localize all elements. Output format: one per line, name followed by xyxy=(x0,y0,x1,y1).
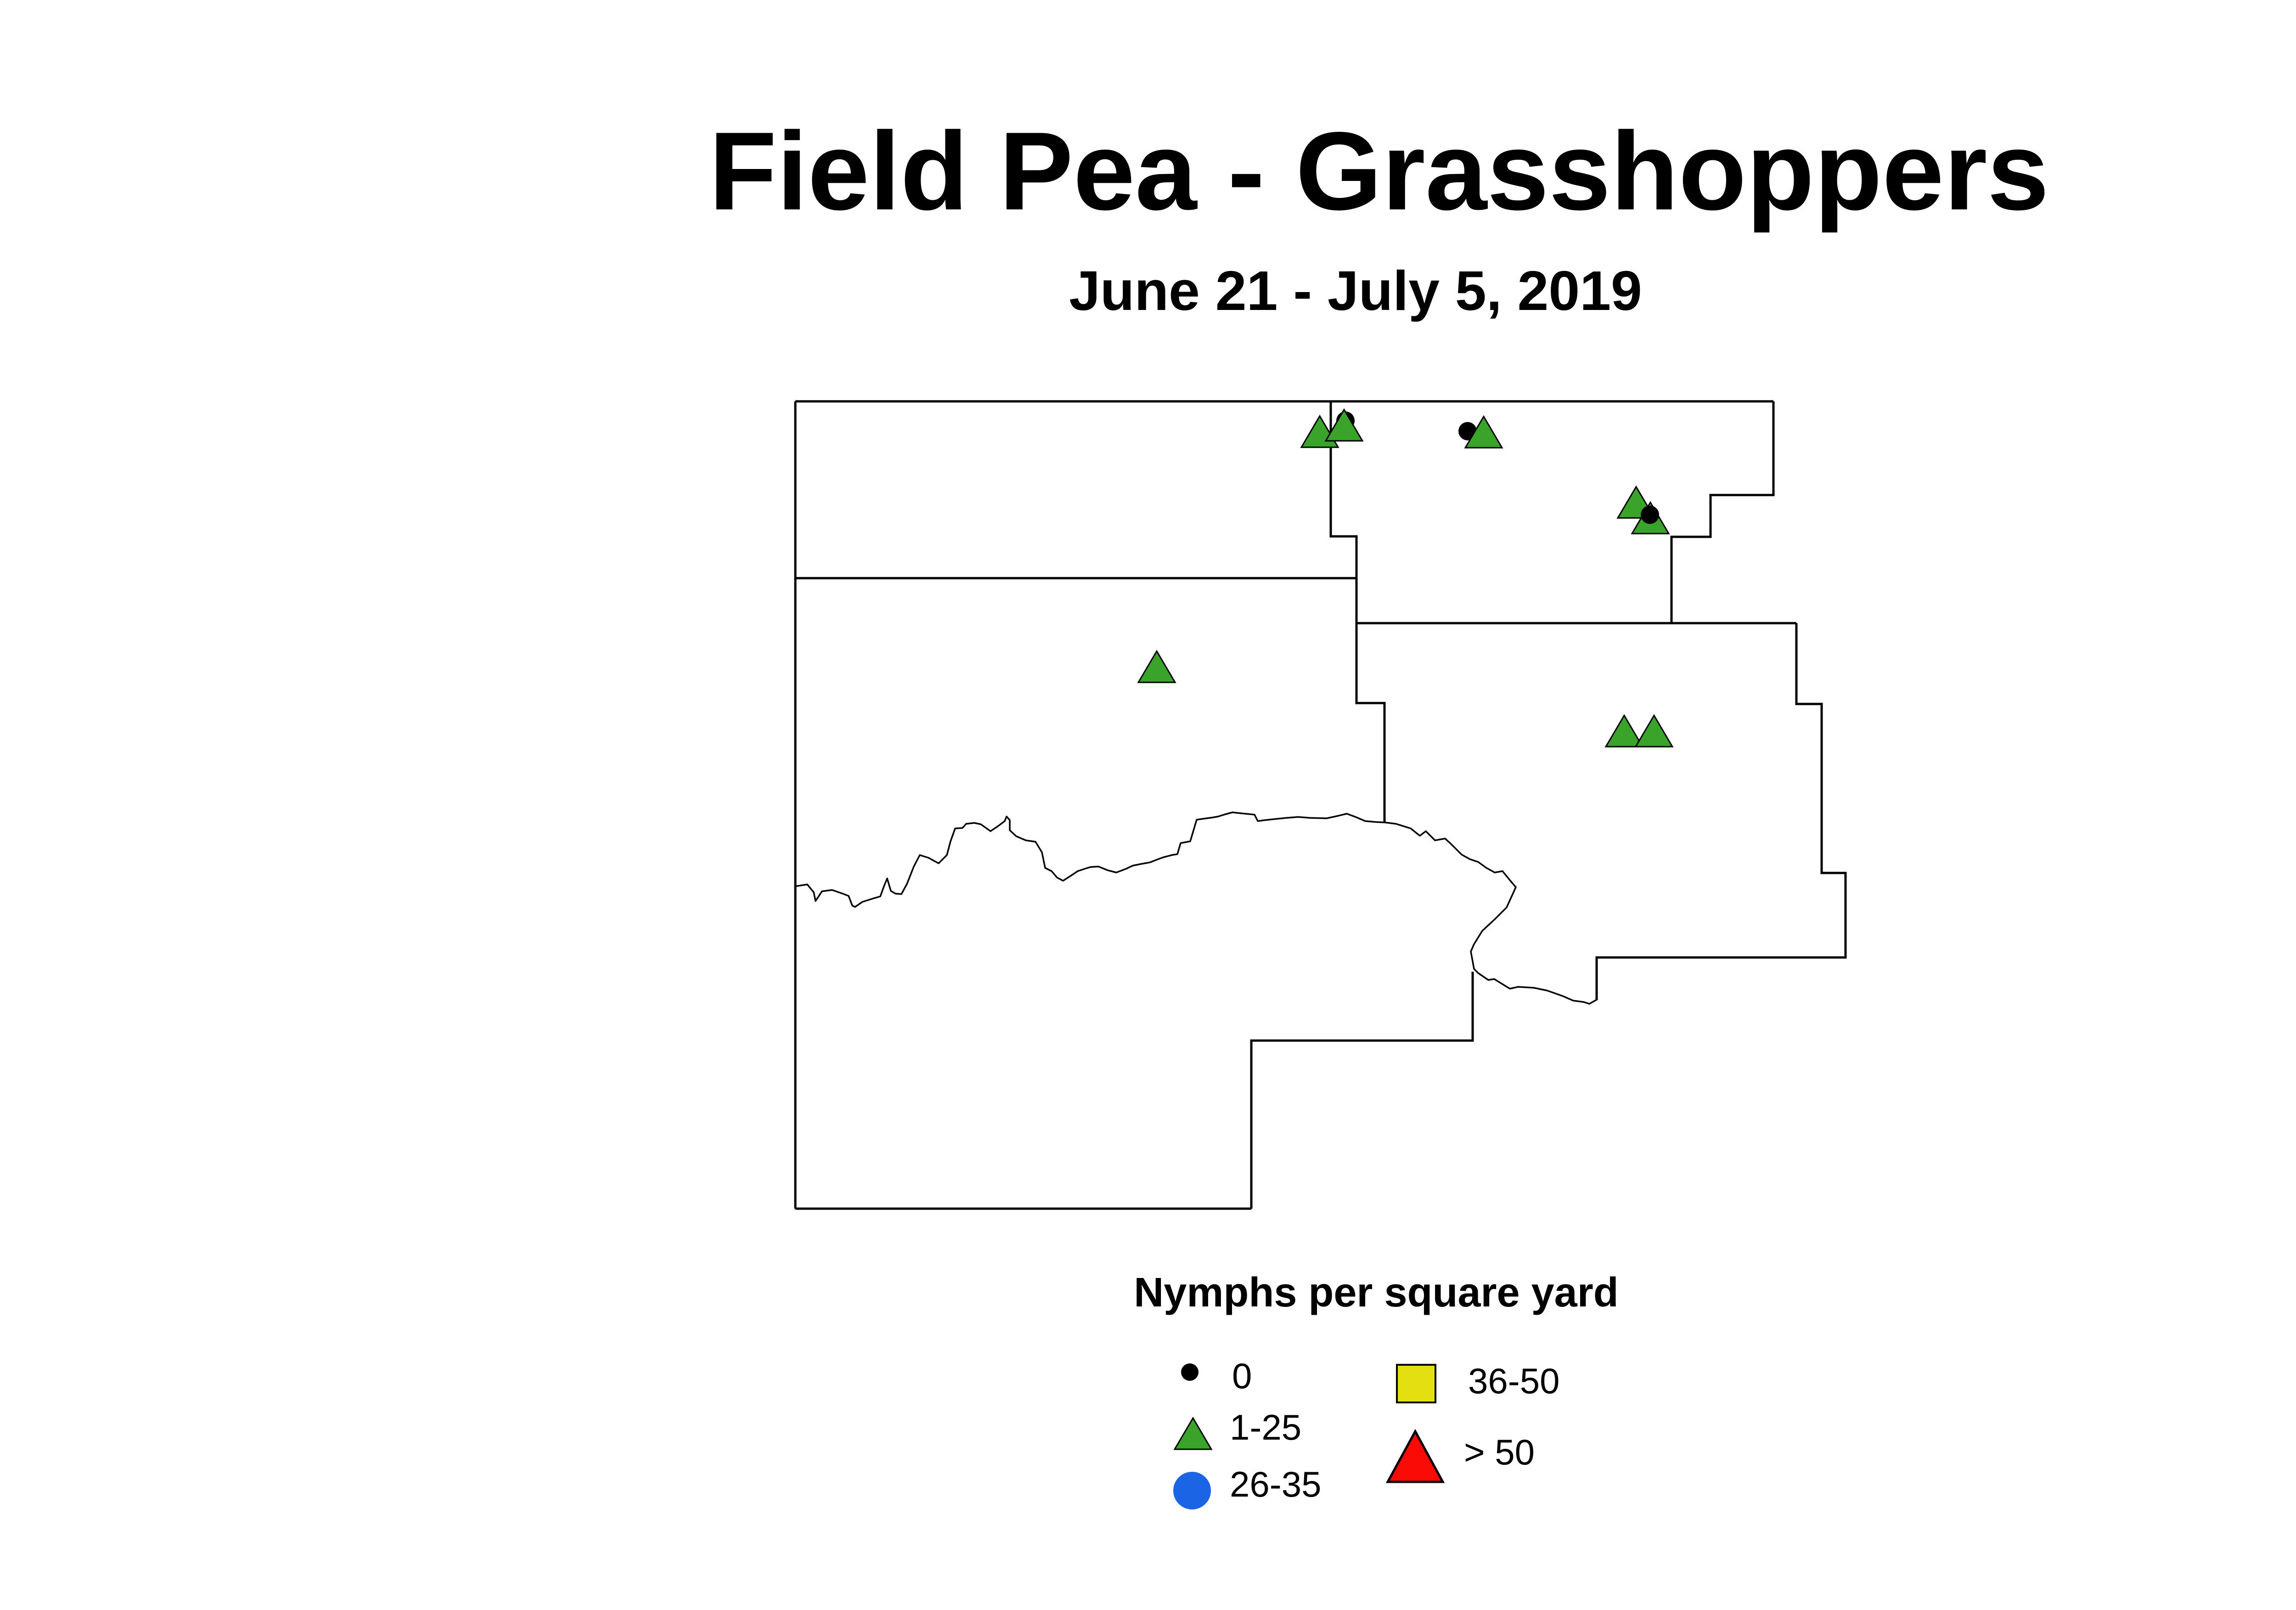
legend-large-triangle-symbol xyxy=(1385,1429,1445,1483)
page-subtitle: June 21 - July 5, 2019 xyxy=(1069,259,1642,322)
legend-label-26-35: 26-35 xyxy=(1230,1464,1322,1504)
county-boundary-northeast-notch xyxy=(1670,401,1775,623)
county-boundary-southeast-steps xyxy=(1250,972,1474,1209)
legend-symbols xyxy=(1173,1363,1445,1509)
legend-label-1-25: 1-25 xyxy=(1230,1407,1302,1447)
map-marker-triangle xyxy=(1464,415,1503,449)
river-line xyxy=(794,811,1598,1005)
legend-triangle-symbol xyxy=(1173,1417,1213,1450)
legend-title: Nymphs per square yard xyxy=(1134,1270,1619,1316)
legend-circle-symbol xyxy=(1173,1472,1211,1509)
map-markers-layer xyxy=(1137,408,1674,748)
map-marker-triangle xyxy=(1604,714,1644,748)
county-boundary-central-interior xyxy=(1329,401,1386,823)
map-marker-dot xyxy=(1641,506,1659,524)
legend-dot-symbol xyxy=(1181,1363,1199,1381)
legend-label-0: 0 xyxy=(1232,1356,1252,1396)
county-boundaries xyxy=(794,400,1847,1210)
map-marker-triangle xyxy=(1324,408,1364,442)
legend-square-symbol xyxy=(1396,1364,1436,1403)
legend-label-gt-50: > 50 xyxy=(1464,1432,1535,1472)
legend-label-36-50: 36-50 xyxy=(1468,1361,1560,1401)
page-title: Field Pea - Grasshoppers xyxy=(709,109,2049,233)
map-marker-triangle xyxy=(1137,650,1176,683)
map-marker-triangle xyxy=(1634,714,1674,748)
county-boundary-east-steps xyxy=(1595,623,1847,1000)
